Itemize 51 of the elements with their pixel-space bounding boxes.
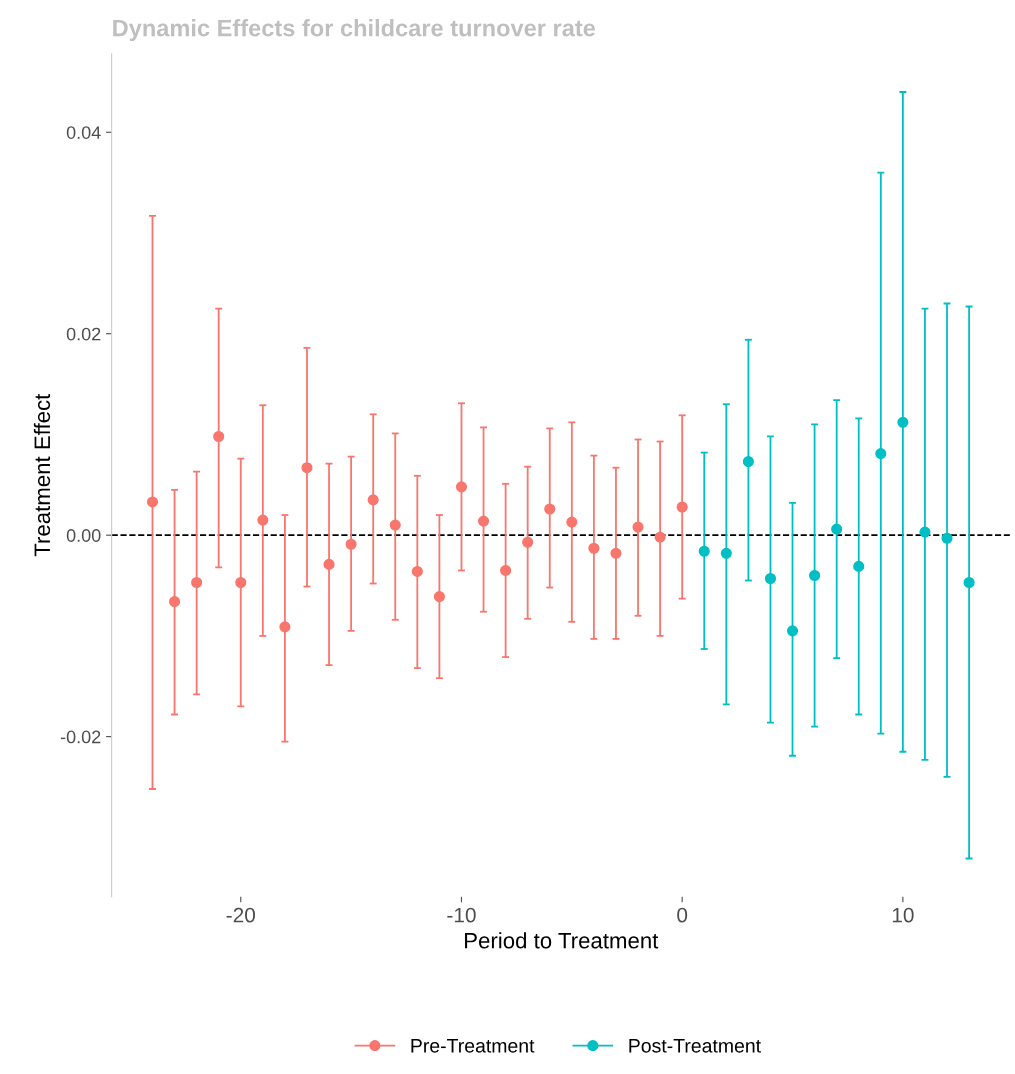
x-tick-label: -10: [447, 907, 476, 923]
point: [411, 565, 423, 577]
y-tick-label: 0.00: [66, 529, 101, 542]
x-axis-title: Period to Treatment: [465, 932, 659, 949]
point: [742, 456, 754, 468]
point: [433, 591, 445, 603]
chart-title: Dynamic Effects for childcare turnover rate: [113, 19, 596, 42]
x-tick-label: 10: [892, 907, 914, 923]
point: [213, 430, 225, 443]
legend-label: Pre-Treatment: [411, 1039, 535, 1053]
point: [610, 547, 622, 559]
y-tick-label: -0.02: [60, 730, 101, 744]
point: [279, 621, 291, 633]
point: [720, 547, 732, 559]
point: [323, 558, 335, 570]
point: [168, 596, 181, 608]
point: [963, 576, 975, 589]
point: [941, 532, 953, 544]
x-tick-label: -20: [226, 907, 256, 923]
point: [500, 564, 512, 576]
point: [764, 572, 777, 585]
point: [477, 515, 490, 527]
point: [345, 538, 357, 550]
point: [455, 481, 468, 493]
point: [831, 523, 843, 535]
point: [786, 625, 799, 637]
y-axis-title: Treatment Effect: [33, 393, 51, 557]
point: [146, 496, 159, 508]
point: [809, 569, 821, 582]
y-tick-label: 0.04: [66, 126, 101, 139]
y-tick-label: 0.02: [66, 327, 101, 341]
point: [257, 514, 269, 526]
point: [367, 494, 379, 506]
point: [235, 576, 247, 589]
point: [544, 503, 556, 515]
point: [676, 501, 688, 513]
point: [522, 536, 534, 548]
legend-label: Post-Treatment: [629, 1039, 761, 1053]
point: [853, 560, 865, 572]
point: [191, 576, 203, 589]
point: [897, 416, 909, 428]
point: [632, 521, 644, 533]
point: [588, 542, 600, 554]
x-tick-label: 0: [677, 907, 688, 923]
point: [566, 516, 578, 528]
point: [301, 462, 313, 474]
point: [919, 526, 931, 538]
point: [654, 531, 666, 543]
point: [698, 545, 710, 557]
point: [389, 519, 401, 531]
point: [875, 448, 887, 460]
